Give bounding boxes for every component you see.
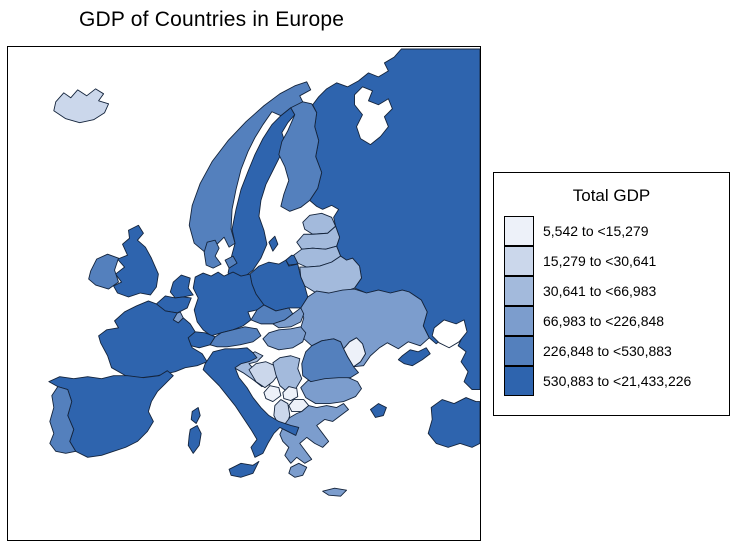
legend-item: 30,641 to <66,983 bbox=[504, 276, 656, 306]
legend: Total GDP 5,542 to <15,279 15,279 to <30,… bbox=[493, 172, 730, 416]
legend-item: 5,542 to <15,279 bbox=[504, 216, 649, 246]
sea-overlay bbox=[431, 319, 468, 349]
country-belarus bbox=[299, 255, 362, 295]
country-turkey bbox=[370, 403, 387, 418]
legend-label: 5,542 to <15,279 bbox=[543, 223, 649, 239]
legend-item: 15,279 to <30,641 bbox=[504, 246, 656, 276]
legend-swatch bbox=[504, 246, 534, 276]
page-title: GDP of Countries in Europe bbox=[79, 8, 345, 31]
country-austria bbox=[209, 326, 262, 348]
country-italy bbox=[202, 347, 300, 458]
legend-item: 66,983 to <226,848 bbox=[504, 306, 664, 336]
country-czechia bbox=[250, 304, 294, 325]
legend-swatch bbox=[504, 306, 534, 336]
legend-label: 30,641 to <66,983 bbox=[543, 283, 657, 299]
legend-item: 530,883 to <21,433,226 bbox=[504, 366, 691, 396]
country-denmark bbox=[203, 239, 222, 269]
legend-label: 15,279 to <30,641 bbox=[543, 253, 657, 269]
country-montenegro bbox=[263, 385, 282, 403]
country-italy bbox=[187, 425, 202, 454]
country-ireland bbox=[88, 253, 119, 290]
country-greece bbox=[279, 403, 350, 464]
country-hungary bbox=[262, 326, 307, 351]
country-italy bbox=[228, 460, 260, 478]
country-netherlands bbox=[169, 274, 194, 299]
legend-swatch bbox=[504, 336, 534, 366]
map-frame bbox=[7, 46, 481, 541]
legend-title: Total GDP bbox=[572, 186, 651, 205]
country-greece bbox=[288, 462, 308, 478]
country-portugal bbox=[49, 386, 77, 454]
country-turkey bbox=[427, 397, 480, 448]
country-germany bbox=[192, 271, 265, 337]
legend-swatch bbox=[504, 366, 534, 396]
legend-label: 226,848 to <530,883 bbox=[543, 343, 672, 359]
legend-label: 66,983 to <226,848 bbox=[543, 313, 665, 329]
legend-label: 530,883 to <21,433,226 bbox=[543, 373, 692, 389]
country-serbia bbox=[272, 355, 303, 393]
country-united-kingdom bbox=[113, 224, 159, 298]
sea-overlay bbox=[354, 86, 393, 146]
country-russia bbox=[397, 347, 431, 367]
country-iceland bbox=[53, 88, 110, 124]
legend-swatch bbox=[504, 276, 534, 306]
country-sweden bbox=[268, 235, 279, 252]
country-france bbox=[190, 407, 201, 424]
country-kosovo bbox=[282, 386, 299, 402]
country-romania bbox=[301, 338, 359, 383]
legend-swatch bbox=[504, 216, 534, 246]
legend-item: 226,848 to <530,883 bbox=[504, 336, 672, 366]
country-denmark bbox=[224, 255, 238, 269]
country-finland bbox=[278, 101, 323, 212]
europe-map bbox=[48, 48, 480, 497]
country-greece bbox=[322, 487, 348, 497]
country-slovakia bbox=[272, 307, 305, 329]
